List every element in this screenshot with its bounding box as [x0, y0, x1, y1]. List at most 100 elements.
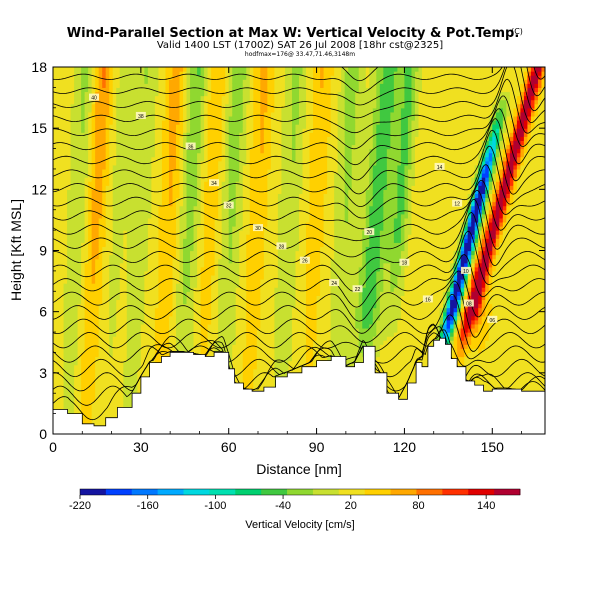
heatmap-cell — [176, 107, 181, 113]
heatmap-cell — [235, 348, 240, 354]
heatmap-cell — [67, 193, 72, 199]
heatmap-cell — [211, 103, 216, 109]
heatmap-cell — [133, 136, 138, 141]
heatmap-cell — [116, 238, 121, 243]
heatmap-cell — [105, 152, 110, 158]
heatmap-cell — [197, 71, 202, 76]
heatmap-cell — [190, 99, 195, 105]
heatmap-cell — [53, 303, 58, 309]
heatmap-cell — [211, 287, 216, 292]
heatmap-cell — [158, 111, 163, 117]
heatmap-cell — [95, 213, 100, 219]
heatmap-cell — [119, 177, 124, 182]
heatmap-cell — [165, 291, 170, 296]
heatmap-cell — [74, 327, 79, 333]
heatmap-cell — [161, 107, 167, 113]
heatmap-cell — [147, 120, 152, 125]
heatmap-cell — [239, 185, 244, 190]
heatmap-cell — [235, 344, 240, 349]
heatmap-cell — [70, 128, 75, 133]
heatmap-cell — [109, 213, 114, 219]
heatmap-cell — [168, 279, 174, 284]
heatmap-cell — [232, 209, 237, 215]
heatmap-cell — [144, 152, 149, 158]
heatmap-cell — [147, 295, 152, 301]
heatmap-cell — [176, 230, 181, 235]
heatmap-cell — [232, 311, 237, 317]
heatmap-cell — [63, 79, 68, 84]
heatmap-cell — [235, 213, 240, 219]
heatmap-cell — [221, 266, 226, 272]
heatmap-cell — [197, 266, 202, 272]
heatmap-cell — [102, 380, 107, 386]
heatmap-cell — [144, 266, 149, 272]
heatmap-cell — [225, 87, 230, 93]
heatmap-cell — [137, 144, 142, 150]
heatmap-cell — [140, 319, 145, 325]
heatmap-cell — [137, 185, 142, 190]
heatmap-cell — [154, 144, 160, 150]
heatmap-cell — [147, 205, 152, 211]
heatmap-cell — [186, 266, 191, 272]
heatmap-cell — [225, 148, 230, 154]
heatmap-cell — [112, 242, 117, 248]
heatmap-cell — [123, 274, 128, 280]
heatmap-cell — [186, 71, 191, 76]
heatmap-cell — [190, 75, 195, 80]
heatmap-cell — [200, 307, 205, 313]
heatmap-cell — [81, 270, 86, 276]
heatmap-cell — [165, 344, 170, 349]
heatmap-cell — [98, 332, 103, 337]
heatmap-cell — [242, 254, 247, 260]
heatmap-cell — [190, 103, 195, 109]
heatmap-cell — [161, 266, 167, 272]
heatmap-cell — [105, 319, 110, 325]
heatmap-cell — [232, 291, 237, 296]
heatmap-cell — [116, 303, 121, 309]
heatmap-cell — [239, 266, 244, 272]
heatmap-cell — [158, 152, 163, 158]
heatmap-cell — [95, 393, 100, 398]
heatmap-cell — [183, 340, 188, 345]
heatmap-cell — [193, 197, 198, 203]
heatmap-cell — [60, 99, 65, 105]
heatmap-cell — [123, 291, 128, 296]
heatmap-cell — [105, 177, 110, 182]
heatmap-cell — [77, 336, 82, 341]
heatmap-cell — [165, 283, 170, 288]
heatmap-cell — [239, 128, 244, 133]
heatmap-cell — [204, 136, 209, 141]
heatmap-cell — [123, 287, 128, 292]
heatmap-cell — [235, 95, 240, 101]
heatmap-cell — [116, 115, 121, 121]
heatmap-cell — [235, 250, 240, 256]
heatmap-cell — [116, 124, 121, 129]
heatmap-cell — [130, 205, 135, 211]
heatmap-cell — [116, 368, 121, 374]
heatmap-cell — [95, 226, 100, 231]
heatmap-cell — [130, 95, 135, 101]
heatmap-cell — [239, 152, 244, 158]
heatmap-cell — [91, 303, 96, 309]
heatmap-cell — [77, 401, 82, 407]
heatmap-cell — [214, 71, 219, 76]
heatmap-cell — [112, 393, 117, 398]
heatmap-cell — [207, 111, 212, 117]
heatmap-cell — [158, 283, 163, 288]
heatmap-cell — [81, 115, 86, 121]
heatmap-cell — [161, 111, 167, 117]
heatmap-cell — [102, 160, 107, 166]
heatmap-cell — [154, 168, 160, 174]
heatmap-cell — [91, 307, 96, 313]
heatmap-cell — [91, 71, 96, 76]
heatmap-cell — [84, 156, 89, 162]
heatmap-cell — [105, 311, 110, 317]
heatmap-cell — [53, 307, 58, 313]
heatmap-cell — [211, 311, 216, 317]
heatmap-cell — [119, 393, 124, 398]
heatmap-cell — [228, 185, 233, 190]
heatmap-cell — [56, 397, 61, 402]
heatmap-cell — [77, 299, 82, 305]
heatmap-cell — [133, 287, 138, 292]
heatmap-cell — [218, 242, 223, 248]
